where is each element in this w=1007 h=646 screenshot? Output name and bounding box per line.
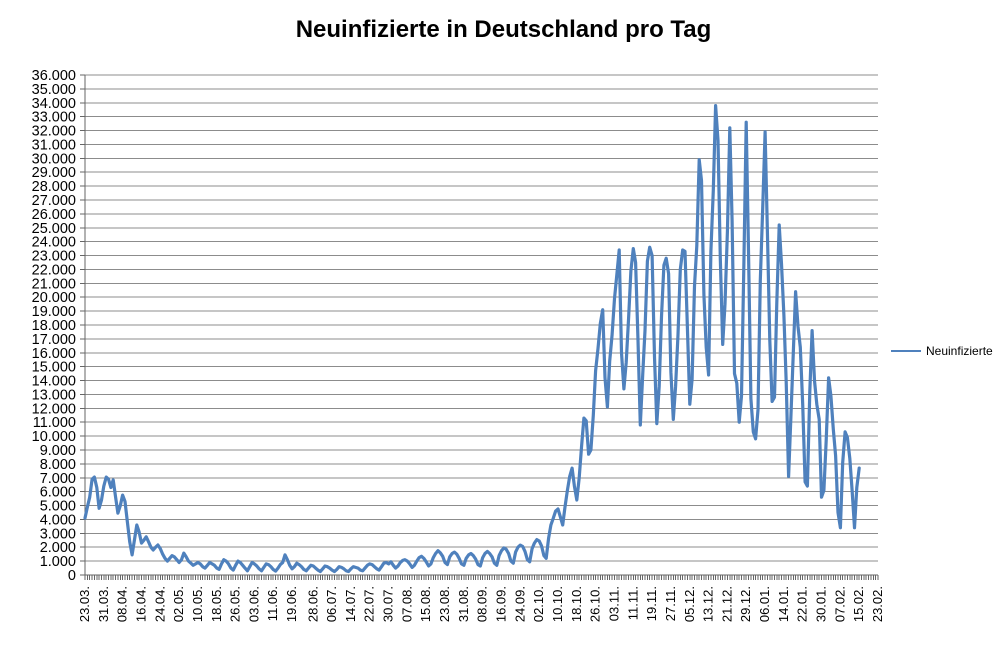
- svg-text:24.000: 24.000: [32, 235, 76, 251]
- svg-text:4.000: 4.000: [40, 512, 76, 528]
- svg-text:16.04.: 16.04.: [133, 586, 148, 622]
- svg-text:16.000: 16.000: [32, 346, 76, 362]
- svg-text:35.000: 35.000: [32, 82, 76, 98]
- svg-text:8.000: 8.000: [40, 457, 76, 473]
- svg-text:27.11.: 27.11.: [663, 586, 678, 621]
- svg-text:20.000: 20.000: [32, 290, 76, 306]
- svg-text:32.000: 32.000: [32, 124, 76, 140]
- svg-text:02.10.: 02.10.: [531, 586, 546, 622]
- svg-text:31.08.: 31.08.: [456, 586, 471, 622]
- svg-text:7.000: 7.000: [40, 471, 76, 487]
- svg-text:11.11.: 11.11.: [625, 586, 640, 620]
- svg-text:21.12.: 21.12.: [719, 586, 734, 622]
- svg-text:14.01.: 14.01.: [776, 586, 791, 622]
- svg-text:07.02.: 07.02.: [832, 586, 847, 622]
- svg-text:05.12.: 05.12.: [682, 586, 697, 622]
- svg-text:06.07.: 06.07.: [324, 586, 339, 622]
- axes: [80, 74, 879, 580]
- svg-text:25.000: 25.000: [32, 221, 76, 237]
- svg-text:5.000: 5.000: [40, 499, 76, 515]
- svg-text:28.06.: 28.06.: [305, 586, 320, 622]
- svg-text:14.000: 14.000: [32, 374, 76, 390]
- svg-text:11.06.: 11.06.: [265, 586, 280, 621]
- svg-text:02.05.: 02.05.: [171, 586, 186, 622]
- svg-text:19.000: 19.000: [32, 304, 76, 320]
- svg-text:18.05.: 18.05.: [209, 586, 224, 622]
- svg-text:0: 0: [68, 568, 76, 584]
- svg-text:22.07.: 22.07.: [362, 586, 377, 622]
- svg-text:26.000: 26.000: [32, 207, 76, 223]
- svg-text:13.000: 13.000: [32, 387, 76, 403]
- svg-text:26.05.: 26.05.: [228, 586, 243, 622]
- svg-text:17.000: 17.000: [32, 332, 76, 348]
- svg-text:13.12.: 13.12.: [701, 586, 716, 622]
- svg-text:08.09.: 08.09.: [475, 586, 490, 622]
- svg-text:30.07.: 30.07.: [381, 586, 396, 622]
- svg-text:08.04.: 08.04.: [115, 586, 130, 622]
- svg-text:1.000: 1.000: [40, 554, 76, 570]
- legend-line-sample: [891, 350, 921, 352]
- svg-text:22.01.: 22.01.: [795, 586, 810, 622]
- legend: Neuinfizierte: [891, 344, 993, 358]
- svg-text:14.07.: 14.07.: [343, 586, 358, 622]
- svg-text:26.10.: 26.10.: [588, 586, 603, 622]
- svg-text:24.04.: 24.04.: [152, 586, 167, 622]
- svg-text:18.10.: 18.10.: [569, 586, 584, 622]
- svg-text:10.000: 10.000: [32, 429, 76, 445]
- svg-text:03.11.: 03.11.: [606, 586, 621, 621]
- svg-text:19.11.: 19.11.: [644, 586, 659, 621]
- svg-text:23.08.: 23.08.: [437, 586, 452, 622]
- x-axis-labels: 23.03. 31.03. 08.04. 16.04. 24.04. 02.05. 10.0…: [77, 586, 885, 622]
- svg-text:33.000: 33.000: [32, 110, 76, 126]
- svg-text:6.000: 6.000: [40, 485, 76, 501]
- svg-text:9.000: 9.000: [40, 443, 76, 459]
- svg-text:30.01.: 30.01.: [814, 586, 829, 622]
- svg-text:24.09.: 24.09.: [512, 586, 527, 622]
- svg-text:2.000: 2.000: [40, 540, 76, 556]
- y-axis-labels: 01.0002.0003.0004.0005.0006.0007.0008.00…: [32, 68, 76, 584]
- svg-text:15.08.: 15.08.: [418, 586, 433, 622]
- y-gridlines: [85, 74, 878, 562]
- svg-text:15.02.: 15.02.: [851, 586, 866, 622]
- series-line-neuinfizierte: [83, 103, 861, 574]
- svg-text:15.000: 15.000: [32, 360, 76, 376]
- svg-text:16.09.: 16.09.: [494, 586, 509, 622]
- svg-text:11.000: 11.000: [33, 415, 76, 431]
- svg-text:19.06.: 19.06.: [284, 586, 299, 622]
- svg-text:3.000: 3.000: [40, 526, 76, 542]
- svg-text:10.10.: 10.10.: [550, 586, 565, 622]
- chart-title: Neuinfizierte in Deutschland pro Tag: [295, 16, 712, 43]
- svg-text:23.02.: 23.02.: [870, 586, 885, 622]
- svg-text:22.000: 22.000: [32, 262, 76, 278]
- svg-text:28.000: 28.000: [32, 179, 76, 195]
- svg-text:07.08.: 07.08.: [399, 586, 414, 622]
- svg-text:30.000: 30.000: [32, 151, 76, 167]
- svg-text:10.05.: 10.05.: [190, 586, 205, 622]
- svg-text:12.000: 12.000: [32, 401, 76, 417]
- svg-text:21.000: 21.000: [32, 276, 76, 292]
- svg-text:29.12.: 29.12.: [738, 586, 753, 622]
- svg-text:34.000: 34.000: [32, 96, 76, 112]
- svg-text:23.000: 23.000: [32, 249, 76, 265]
- svg-text:23.03.: 23.03.: [77, 586, 92, 622]
- svg-text:31.03.: 31.03.: [96, 586, 111, 622]
- svg-text:06.01.: 06.01.: [757, 586, 772, 622]
- svg-text:29.000: 29.000: [32, 165, 76, 181]
- svg-text:18.000: 18.000: [32, 318, 76, 334]
- svg-text:03.06.: 03.06.: [246, 586, 261, 622]
- svg-text:27.000: 27.000: [32, 193, 76, 209]
- svg-text:31.000: 31.000: [32, 137, 76, 153]
- legend-label: Neuinfizierte: [926, 344, 993, 358]
- svg-text:36.000: 36.000: [32, 68, 76, 84]
